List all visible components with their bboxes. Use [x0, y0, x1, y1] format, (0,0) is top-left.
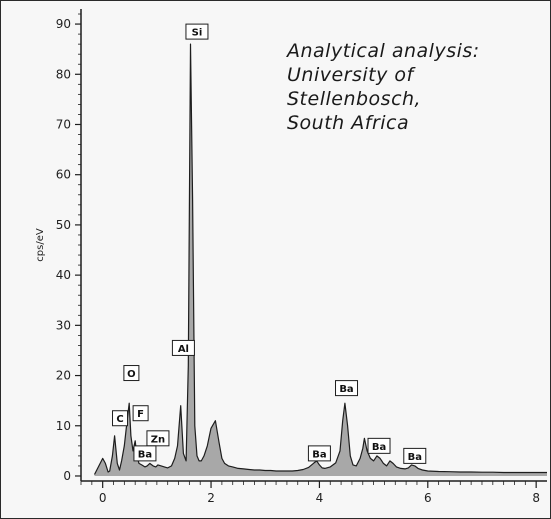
- peak-label-text: Al: [178, 344, 189, 355]
- peak-label-c: C: [112, 410, 129, 427]
- peak-label-box: [403, 447, 427, 464]
- y-tick-label: 50: [56, 218, 71, 232]
- x-tick-label: 4: [316, 491, 324, 505]
- peak-label-ba: Ba: [307, 445, 331, 462]
- y-axis-label: cps/eV: [35, 228, 46, 262]
- peak-label-text: Ba: [339, 384, 353, 395]
- peak-label-ba: Ba: [403, 447, 427, 464]
- peak-label-f: F: [132, 405, 149, 422]
- peak-label-box: [367, 437, 391, 454]
- peak-label-box: [133, 445, 157, 462]
- y-tick-label: 40: [56, 268, 71, 282]
- peak-label-box: [123, 365, 140, 382]
- y-tick-label: 0: [63, 469, 71, 483]
- peak-label-text: Ba: [372, 442, 386, 453]
- peak-label-text: F: [137, 409, 144, 420]
- analysis-annotation: Analytical analysis: University of Stell…: [287, 39, 549, 135]
- peak-label-box: [146, 430, 170, 447]
- peak-label-box: [132, 405, 149, 422]
- peak-label-text: Zn: [151, 434, 165, 445]
- peak-label-box: [112, 410, 129, 427]
- spectrum-line: [93, 43, 547, 475]
- x-tick-label: 8: [532, 491, 540, 505]
- peak-label-box: [171, 339, 195, 356]
- annotation-line: University of: [287, 64, 414, 86]
- peak-label-zn: Zn: [146, 430, 170, 447]
- peak-label-text: C: [116, 414, 123, 425]
- x-tick-label: 2: [207, 491, 215, 505]
- peak-label-al: Al: [171, 339, 195, 356]
- annotation-line: South Africa: [287, 112, 410, 134]
- peak-label-ba: Ba: [133, 445, 157, 462]
- y-tick-label: 70: [56, 117, 71, 131]
- peak-label-text: Ba: [408, 452, 422, 463]
- y-tick-label: 90: [56, 17, 71, 31]
- peak-label-box: [307, 445, 331, 462]
- peak-label-ba: Ba: [335, 380, 359, 397]
- peak-label-box: [335, 380, 359, 397]
- peak-label-box: [185, 23, 209, 40]
- peak-label-text: Ba: [138, 449, 152, 460]
- y-tick-label: 80: [56, 67, 71, 81]
- annotation-line: Stellenbosch,: [287, 88, 422, 110]
- annotation-line: Analytical analysis:: [287, 40, 480, 62]
- peak-label-text: O: [127, 369, 136, 380]
- peak-label-ba: Ba: [367, 437, 391, 454]
- y-tick-label: 20: [56, 369, 71, 383]
- peak-label-text: Ba: [312, 449, 326, 460]
- y-tick-label: 30: [56, 318, 71, 332]
- x-tick-label: 6: [424, 491, 432, 505]
- y-tick-label: 60: [56, 168, 71, 182]
- peak-label-text: Si: [192, 28, 203, 39]
- x-tick-label: 0: [99, 491, 107, 505]
- y-tick-label: 10: [56, 419, 71, 433]
- peak-label-si: Si: [185, 23, 209, 40]
- peak-label-o: O: [123, 365, 140, 382]
